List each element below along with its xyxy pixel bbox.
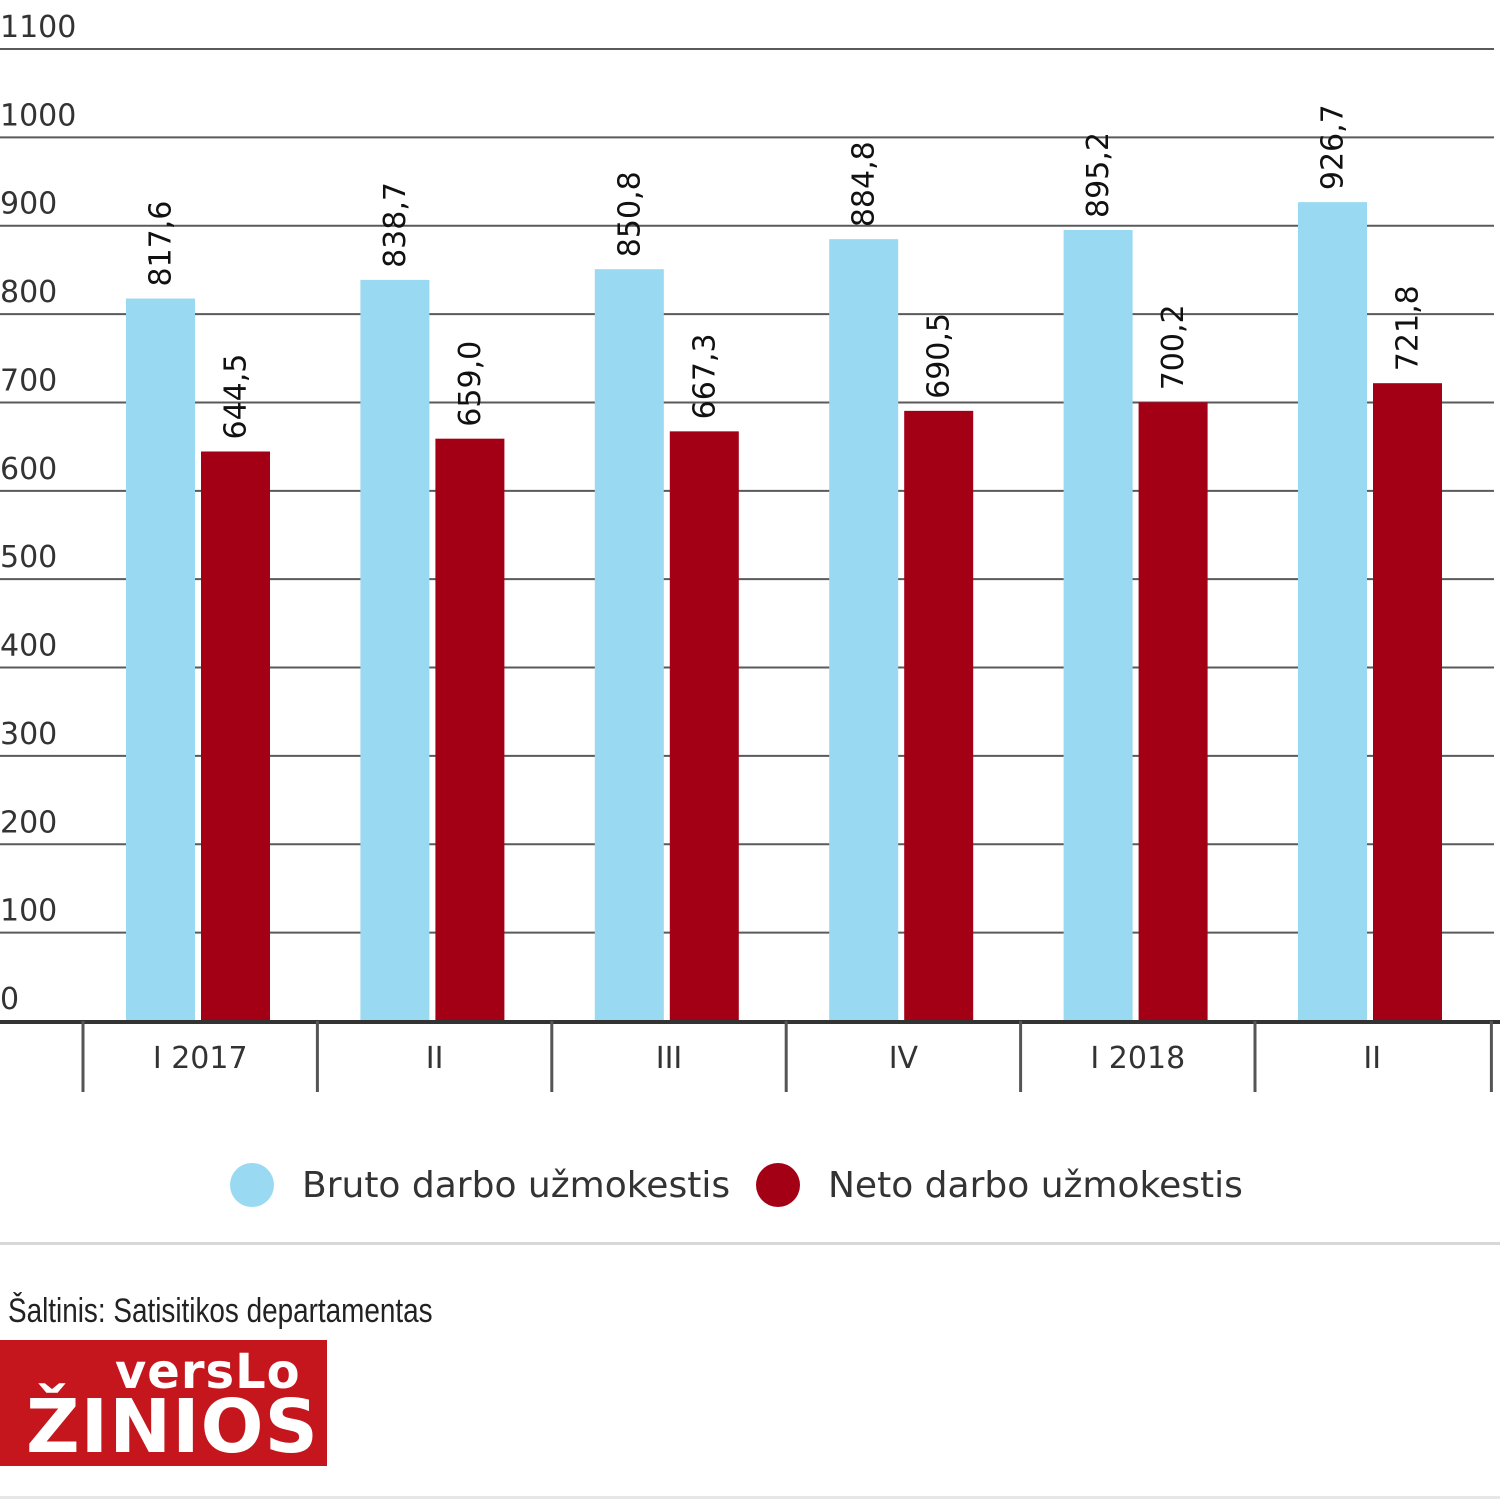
bottom-rule [0, 1496, 1500, 1499]
value-label-bruto-4: 895,2 [1081, 132, 1116, 218]
bar-neto-3 [904, 410, 974, 1021]
bar-bruto-5 [1298, 202, 1367, 1022]
bar-neto-0 [201, 451, 270, 1022]
footer-divider [0, 1242, 1500, 1245]
bar-chart: 0 100 200 300 400 500 600 700 800 900 1000 1100 817… [0, 10, 1500, 1092]
value-label-bruto-2: 850,8 [612, 171, 647, 257]
legend-label-bruto: Bruto darbo užmokestis [302, 1164, 731, 1206]
legend-swatch-neto [756, 1163, 800, 1207]
y-tick-label-1000: 1000 [0, 98, 76, 133]
x-tick-label-4: I 2018 [1090, 1041, 1185, 1076]
value-label-neto-1: 659,0 [453, 341, 488, 427]
legend-label-neto: Neto darbo užmokestis [828, 1164, 1243, 1206]
y-tick-label-800: 800 [0, 275, 57, 310]
publisher-logo: versLo ŽINIOS [0, 1340, 327, 1466]
bar-value-labels: 817,6 838,7 850,8 884,8 895,2 926,7 644,5 659,0… [144, 104, 1426, 439]
bar-bruto-4 [1063, 229, 1133, 1021]
y-tick-label-1100: 1100 [0, 10, 76, 45]
y-tick-label-500: 500 [0, 540, 57, 575]
y-tick-label-100: 100 [0, 894, 57, 929]
bar-neto-1 [435, 438, 505, 1022]
bar-bruto-3 [829, 239, 899, 1021]
y-tick-label-0: 0 [0, 982, 19, 1017]
value-label-neto-5: 721,8 [1391, 285, 1426, 371]
y-tick-label-700: 700 [0, 363, 57, 398]
x-tick-label-0: I 2017 [153, 1041, 248, 1076]
legend-swatch-bruto [230, 1163, 274, 1207]
legend: Bruto darbo užmokestis Neto darbo užmoke… [0, 1150, 1500, 1220]
bar-bruto-1 [360, 279, 430, 1022]
value-label-bruto-1: 838,7 [378, 182, 413, 268]
x-tick-label-3: IV [889, 1041, 919, 1076]
source-note: Šaltinis: Satisitikos departamentas [8, 1292, 433, 1330]
y-tick-label-200: 200 [0, 805, 57, 840]
value-label-bruto-0: 817,6 [144, 201, 179, 287]
value-label-neto-4: 700,2 [1156, 304, 1191, 390]
y-tick-label-400: 400 [0, 629, 57, 664]
y-axis-tick-labels: 0 100 200 300 400 500 600 700 800 900 1000 1100 [0, 10, 76, 1017]
y-tick-label-900: 900 [0, 187, 57, 222]
x-tick-label-1: II [426, 1041, 444, 1076]
legend-item-neto: Neto darbo užmokestis [756, 1160, 1243, 1210]
value-label-neto-0: 644,5 [219, 354, 254, 440]
bar-neto-4 [1138, 402, 1208, 1021]
value-label-bruto-3: 884,8 [847, 141, 882, 227]
logo-text-bottom: ŽINIOS [26, 1384, 319, 1466]
bar-neto-2 [669, 431, 739, 1021]
legend-item-bruto: Bruto darbo užmokestis [230, 1160, 730, 1210]
bar-neto-5 [1373, 383, 1442, 1021]
value-label-bruto-5: 926,7 [1316, 104, 1351, 190]
bars [126, 202, 1442, 1022]
bar-bruto-0 [126, 298, 195, 1021]
x-axis-tick-labels: I 2017 II III IV I 2018 II [153, 1041, 1381, 1076]
value-label-neto-3: 690,5 [922, 313, 957, 399]
bar-bruto-2 [594, 269, 664, 1022]
logo-text-top: versLo [115, 1344, 301, 1400]
x-tick-label-5: II [1363, 1041, 1381, 1076]
value-label-neto-2: 667,3 [687, 333, 722, 419]
x-axis [0, 1020, 1500, 1092]
y-tick-label-300: 300 [0, 717, 57, 752]
y-tick-label-600: 600 [0, 452, 57, 487]
x-tick-label-2: III [656, 1041, 683, 1076]
